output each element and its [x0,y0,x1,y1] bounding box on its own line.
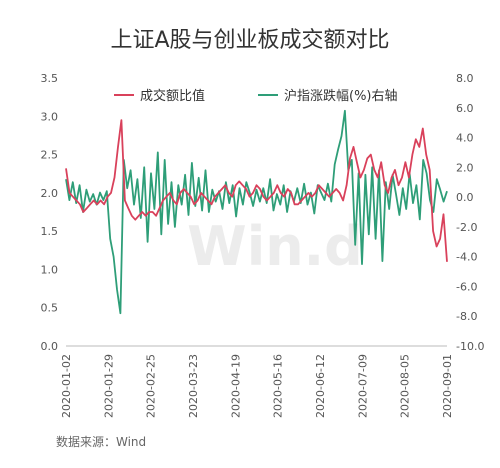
legend-label-index: 沪指涨跌幅(%)右轴 [284,88,398,104]
y-left-tick: 3.0 [41,110,59,123]
x-tick: 2020-02-25 [145,354,158,418]
y-right-tick: 2.0 [456,161,474,174]
series-line-index [65,109,448,315]
y-left-tick: 0.0 [41,340,59,353]
x-axis: 2020-01-02 2020-01-29 2020-02-25 2020-03-23… [60,354,454,418]
y-right-tick: -8.0 [456,310,477,323]
x-tick: 2020-01-29 [102,354,115,418]
y-left-tick: 2.0 [41,187,59,200]
y-right-tick: -6.0 [456,280,477,293]
y-left-tick: 1.5 [41,225,59,238]
y-right-tick: 8.0 [456,72,474,85]
x-tick: 2020-09-01 [441,354,454,418]
y-right-tick: 0.0 [456,191,474,204]
x-tick: 2020-03-23 [187,354,200,418]
source-note: 数据来源：Wind [56,434,146,449]
y-left-tick: 1.0 [41,263,59,276]
x-tick: 2020-04-19 [229,354,242,418]
y-right-tick: -2.0 [456,221,477,234]
y-right-tick: 4.0 [456,132,474,145]
watermark: Win.d [187,215,363,278]
x-tick: 2020-08-05 [399,354,412,418]
y-right-axis: -10.0 -8.0 -6.0 -4.0 -2.0 0.0 2.0 4.0 6.0 8.0 [456,72,484,353]
x-tick: 2020-06-12 [314,354,327,418]
y-right-tick: -10.0 [456,340,484,353]
chart-title: 上证A股与创业板成交额对比 [110,28,389,53]
y-right-tick: -4.0 [456,251,477,264]
x-tick: 2020-05-16 [272,354,285,418]
y-right-tick: 6.0 [456,102,474,115]
y-left-tick: 3.5 [41,72,59,85]
y-left-tick: 0.5 [41,302,59,315]
legend-label-ratio: 成交额比值 [140,88,205,104]
y-left-tick: 2.5 [41,149,59,162]
y-left-axis: 0.0 0.5 1.0 1.5 2.0 2.5 3.0 3.5 [41,72,59,353]
x-tick: 2020-01-02 [60,354,73,418]
x-tick: 2020-07-09 [356,354,369,418]
legend: 成交额比值 沪指涨跌幅(%)右轴 [114,88,398,104]
series-layer [65,109,448,315]
series-line-ratio [65,119,448,262]
